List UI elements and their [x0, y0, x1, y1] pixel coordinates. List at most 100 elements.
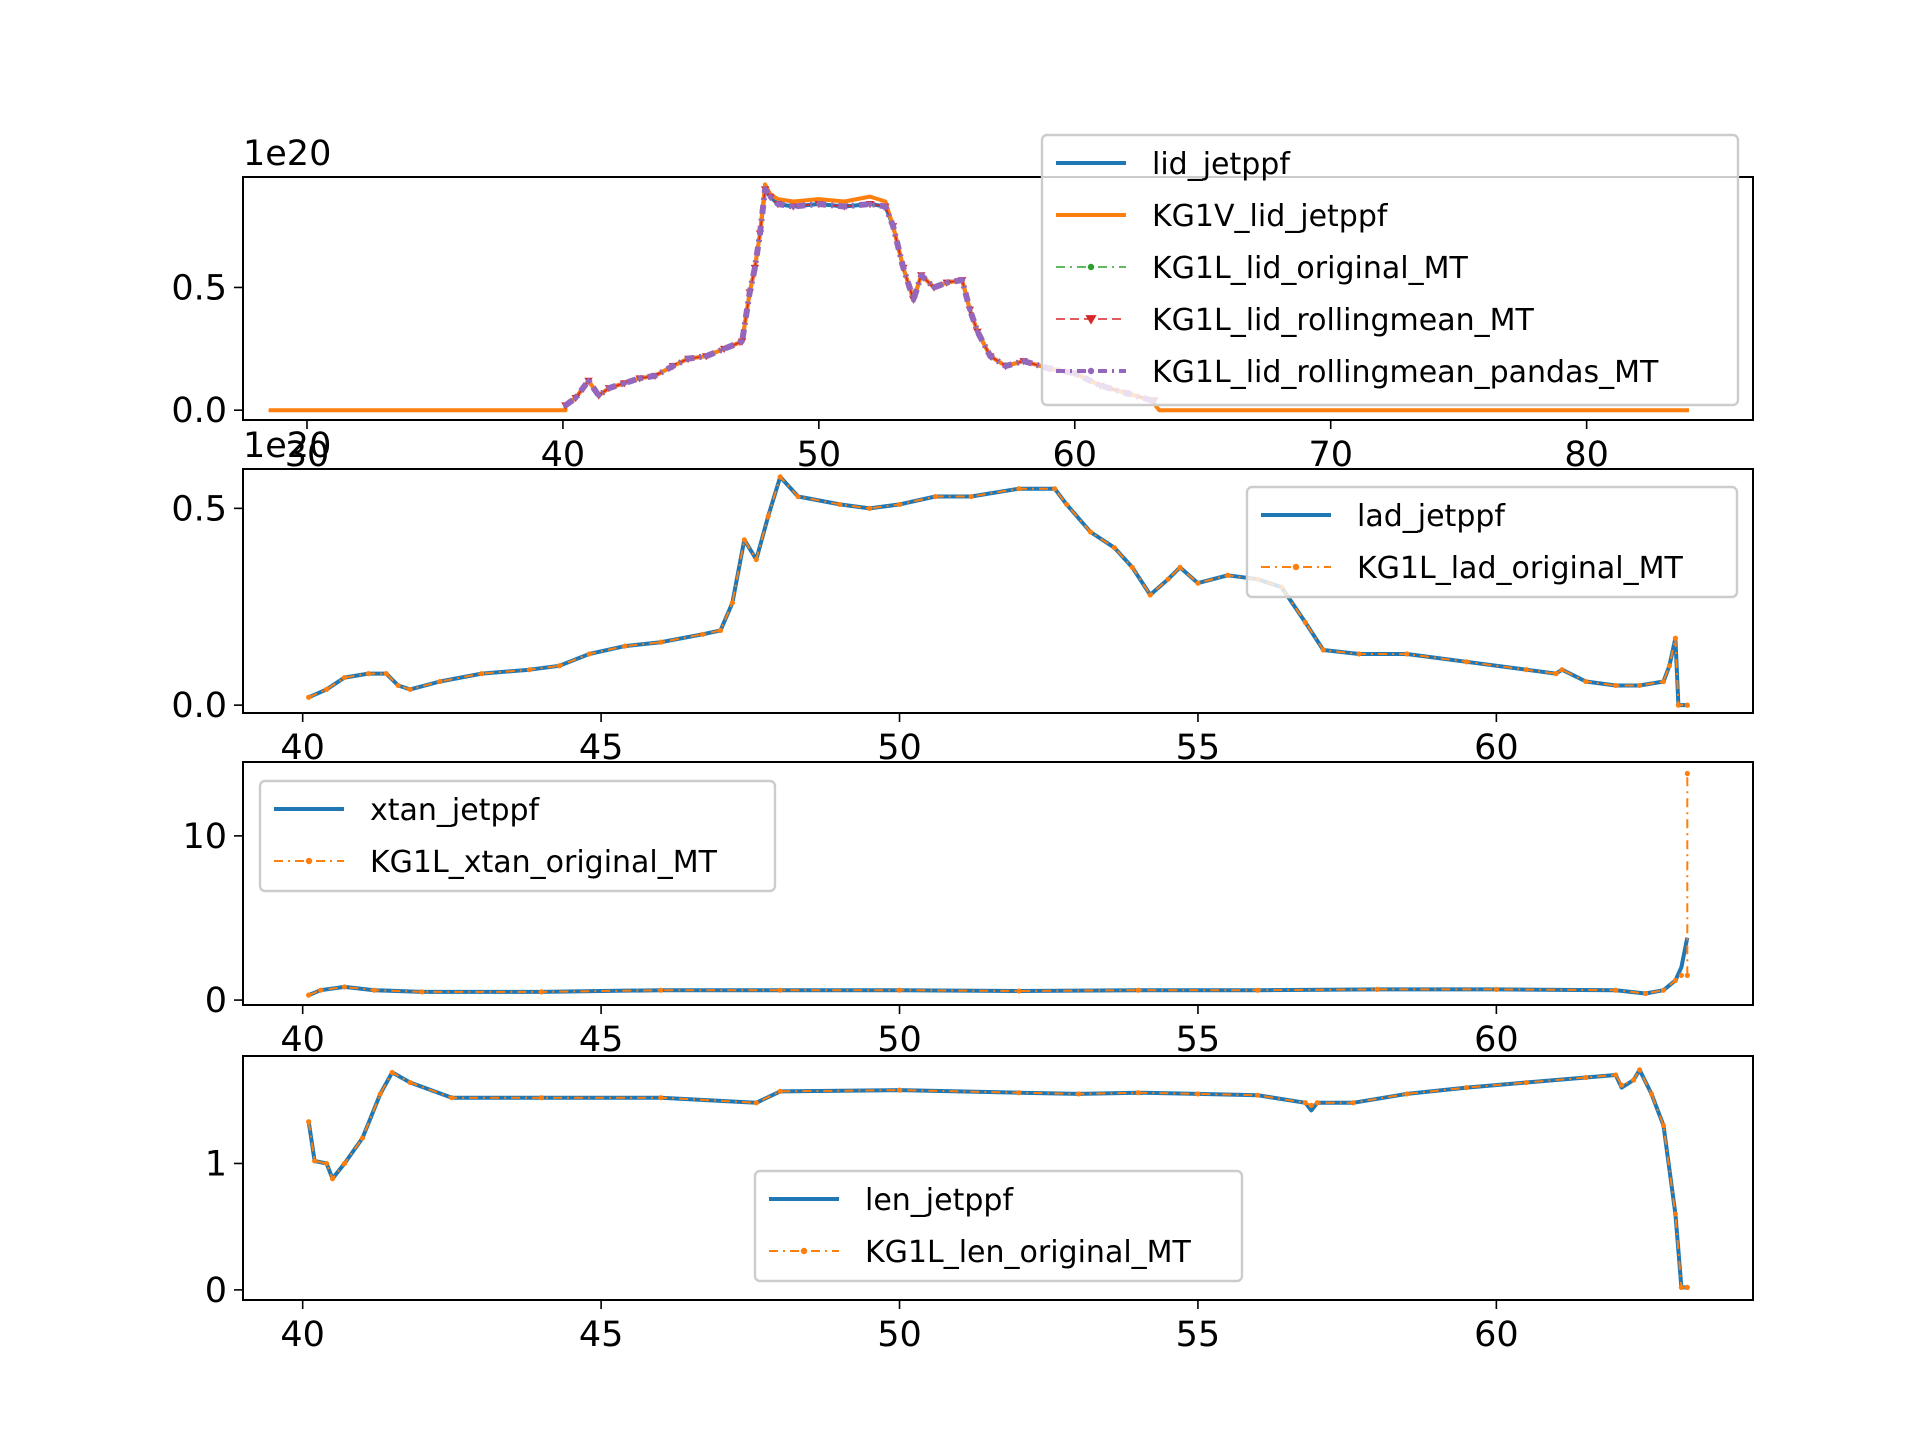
data-point [658, 987, 664, 993]
data-point [1135, 1090, 1141, 1096]
legend-label: KG1L_len_original_MT [865, 1235, 1192, 1270]
data-point [1255, 1092, 1261, 1098]
data-point [1666, 663, 1673, 669]
x-tick-label: 60 [1474, 1315, 1519, 1355]
legend-box [753, 1169, 1244, 1283]
data-point [1684, 770, 1690, 777]
legend-marker [305, 857, 313, 865]
data-point [739, 338, 745, 345]
x-tick-label: 40 [280, 1020, 325, 1060]
legend-item: KG1L_len_original_MT [769, 1235, 1192, 1270]
series-line-KG1L_xtan_original_MT [308, 773, 1689, 997]
data-point [407, 686, 413, 692]
data-point [637, 375, 643, 381]
data-point [1523, 1079, 1529, 1086]
data-point [1225, 572, 1231, 578]
data-point [896, 987, 903, 993]
data-point [896, 501, 903, 508]
data-point [1648, 1091, 1655, 1097]
data-point [753, 556, 759, 563]
data-point [1016, 1090, 1022, 1096]
data-point [777, 987, 783, 993]
data-point [721, 346, 727, 352]
data-point [365, 671, 371, 677]
data-point [987, 353, 993, 359]
data-point [959, 277, 965, 283]
y-tick-label: 0 [205, 981, 227, 1021]
data-point [777, 1088, 783, 1094]
data-point [1003, 363, 1009, 369]
data-point [437, 678, 443, 685]
data-point [841, 203, 848, 210]
legend-marker [1085, 315, 1097, 325]
data-point [1631, 1077, 1637, 1083]
data-point [910, 297, 917, 303]
data-point [753, 1100, 759, 1106]
y-tick-label: 0.5 [171, 268, 227, 308]
data-point [1493, 986, 1499, 993]
series-group [306, 474, 1690, 708]
data-point [371, 987, 377, 993]
data-point [1675, 702, 1681, 708]
legend-box [1245, 485, 1739, 599]
data-point [741, 537, 747, 543]
data-point [1678, 972, 1684, 979]
y-tick-label: 0.5 [171, 489, 227, 529]
data-point [1350, 1100, 1356, 1106]
data-point [1660, 987, 1667, 993]
data-point [1613, 1072, 1619, 1078]
data-point [703, 353, 709, 359]
data-point [775, 201, 781, 207]
legend-item: lad_jetppf [1261, 499, 1506, 534]
legend-marker [1087, 367, 1095, 375]
legend-box [258, 779, 777, 893]
data-point [1177, 564, 1183, 570]
legend-marker [1087, 263, 1095, 271]
legend-label: KG1L_lid_original_MT [1152, 251, 1468, 286]
data-point [1637, 1067, 1643, 1073]
data-point [890, 223, 896, 229]
data-point [1660, 678, 1667, 685]
data-point [538, 989, 545, 995]
y-tick-label: 10 [182, 817, 227, 857]
data-point [1463, 1085, 1470, 1091]
data-point [685, 356, 691, 362]
legend-label: xtan_jetppf [370, 793, 541, 828]
data-point [900, 265, 906, 271]
data-point [944, 279, 950, 286]
legend-item: KG1L_xtan_original_MT [274, 845, 718, 880]
legend-label: KG1V_lid_jetppf [1152, 199, 1389, 234]
data-point [699, 631, 706, 637]
subplot-2: 40 45 50 55 600.00.51e20lad_jetppfKG1L_lad_o… [171, 426, 1754, 768]
data-point [1087, 529, 1094, 535]
series-group [268, 182, 1689, 413]
legend-item: KG1L_lid_rollingmean_pandas_MT [1056, 355, 1659, 390]
data-point [762, 186, 768, 192]
data-point [306, 992, 312, 998]
data-point [1016, 486, 1022, 492]
data-point [1075, 1091, 1082, 1097]
data-point [341, 1160, 348, 1167]
y-tick-label: 0 [205, 1271, 227, 1311]
data-point [573, 395, 579, 401]
legend-item: KG1L_lid_original_MT [1056, 251, 1468, 286]
y-offset-label: 1e20 [243, 426, 331, 466]
legend: lid_jetppf KG1V_lid_jetppf KG1L_lid_origin… [1040, 133, 1740, 407]
legend-label: KG1L_lid_rollingmean_MT [1152, 303, 1534, 338]
data-point [1308, 1102, 1314, 1108]
data-point [931, 284, 937, 291]
data-point [658, 1095, 664, 1101]
data-point [1165, 576, 1171, 582]
data-point [816, 201, 822, 207]
data-point [1672, 635, 1679, 641]
data-point [670, 363, 676, 369]
data-point [1613, 682, 1619, 689]
y-tick-label: 1 [205, 1144, 227, 1184]
data-point [389, 1069, 395, 1076]
data-point [621, 380, 627, 386]
series-group [306, 770, 1690, 998]
legend: len_jetppf KG1L_len_original_MT [753, 1169, 1244, 1283]
data-point [918, 272, 924, 278]
